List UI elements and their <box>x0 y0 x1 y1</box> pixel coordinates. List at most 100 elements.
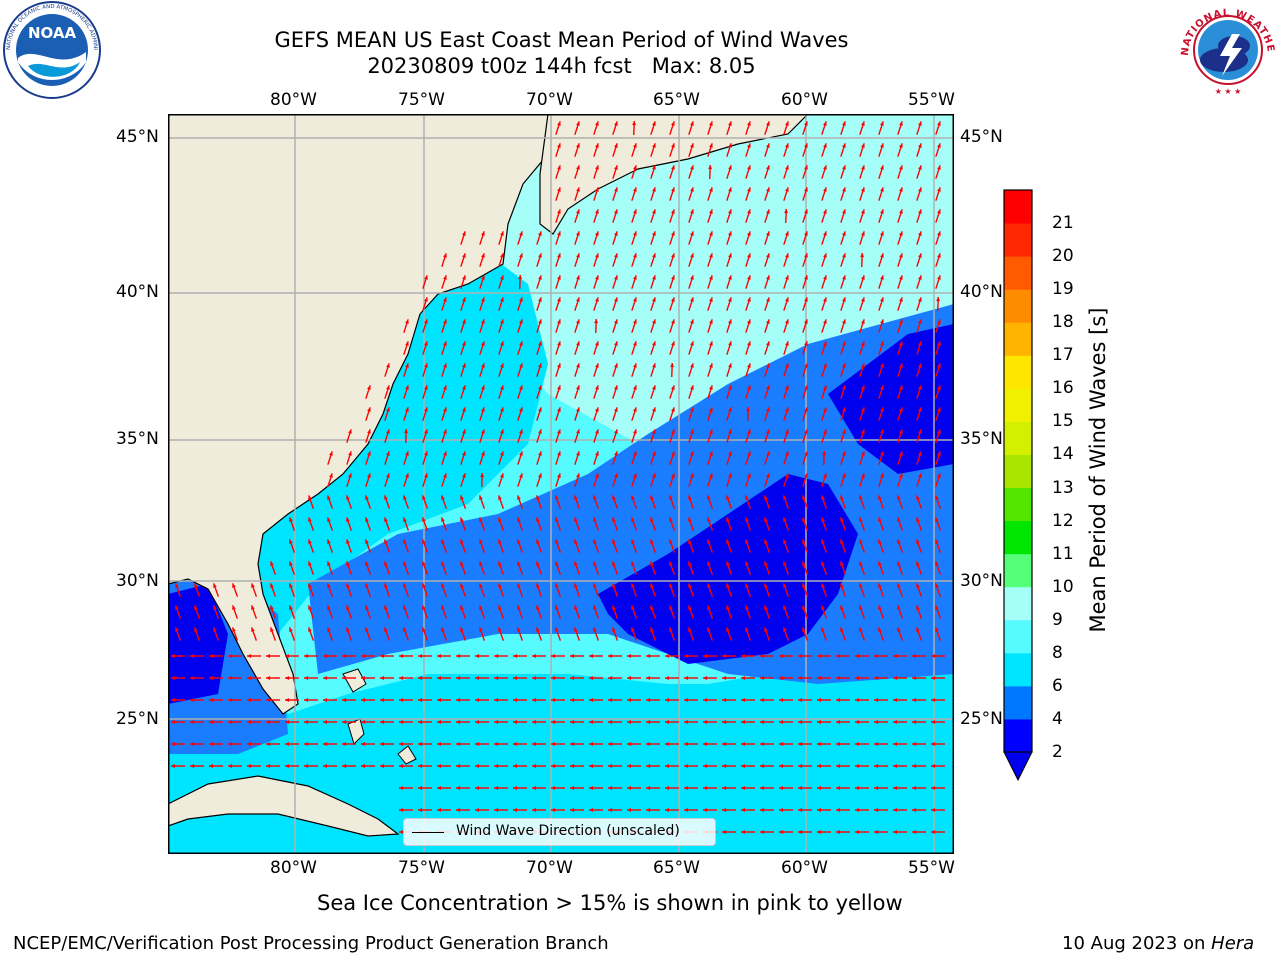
lat-label-right-45n: 45°N <box>960 127 1003 147</box>
wave-arrow-head <box>518 275 523 280</box>
wave-arrow-head <box>456 720 461 724</box>
wave-arrow-head <box>285 720 290 724</box>
wave-arrow-head <box>836 830 841 834</box>
wave-arrow-head <box>403 583 407 588</box>
map-panel <box>168 114 954 854</box>
wave-arrow-head <box>709 319 713 324</box>
map-frame <box>168 114 954 854</box>
wave-arrow-head <box>481 341 485 346</box>
wave-arrow-head <box>462 407 466 412</box>
wave-arrow-head <box>766 143 770 148</box>
wave-arrow-head <box>247 676 252 680</box>
wave-arrow-head <box>861 451 865 456</box>
wave-arrow-head <box>595 121 599 126</box>
wave-arrow-head <box>646 698 651 702</box>
colorbar-tick-label: 17 <box>1052 345 1074 366</box>
wave-arrow-head <box>728 253 732 258</box>
wave-arrow-head <box>745 583 749 588</box>
wave-arrow-head <box>726 495 730 500</box>
wave-arrow-head <box>931 654 936 658</box>
wave-arrow-head <box>304 720 309 724</box>
wave-arrow-head <box>479 561 483 566</box>
wave-arrow-head <box>346 517 350 522</box>
wave-arrow-head <box>536 583 540 588</box>
wave-arrow-head <box>513 808 518 812</box>
wave-arrow-head <box>405 451 409 456</box>
wave-arrow-head <box>764 539 768 544</box>
wave-arrow-head <box>308 627 312 632</box>
wave-arrow-head <box>836 676 841 680</box>
wave-arrow-head <box>855 654 860 658</box>
wave-arrow-head <box>348 473 352 478</box>
wave-arrow-head <box>441 539 445 544</box>
branch-credit: NCEP/EMC/Verification Post Processing Pr… <box>13 933 609 954</box>
wave-arrow-head <box>405 407 409 412</box>
wave-arrow-head <box>855 830 860 834</box>
wave-arrow-head <box>213 583 217 588</box>
wave-arrow-head <box>498 495 502 500</box>
wave-arrow-head <box>633 407 637 412</box>
wave-arrow-head <box>722 676 727 680</box>
wave-arrow-head <box>367 473 371 478</box>
wave-arrow-head <box>475 742 480 746</box>
wave-core-dark-2 <box>828 324 954 474</box>
wave-arrow-head <box>456 742 461 746</box>
colorbar-segment <box>1004 553 1032 588</box>
wave-arrow-head <box>456 786 461 790</box>
wave-arrow-head <box>494 698 499 702</box>
wave-arrow-head <box>840 583 844 588</box>
wave-arrow-head <box>367 407 371 412</box>
wave-arrow-head <box>365 627 369 632</box>
wave-arrow-head <box>652 297 656 302</box>
wave-arrow-head <box>323 676 328 680</box>
wave-arrow-head <box>937 143 941 148</box>
wave-arrow-head <box>443 341 447 346</box>
wave-arrow-head <box>688 605 692 610</box>
wave-arrow-head <box>424 319 428 324</box>
lat-label-right-25n: 25°N <box>960 709 1003 729</box>
wave-arrow-head <box>633 165 637 170</box>
wave-arrow-head <box>880 319 884 324</box>
wave-arrow-head <box>821 495 825 500</box>
wave-arrow-head <box>424 275 428 280</box>
wave-arrow-head <box>726 517 730 522</box>
legend-label: Wind Wave Direction (unscaled) <box>456 823 680 839</box>
wave-arrow-head <box>703 786 708 790</box>
wave-arrow-head <box>842 275 846 280</box>
wave-arrow-head <box>918 429 922 434</box>
wave-arrow-head <box>589 786 594 790</box>
wave-arrow-head <box>745 605 749 610</box>
wave-arrow-head <box>519 451 523 456</box>
wave-arrow-head <box>462 385 466 390</box>
wave-arrow-head <box>285 698 290 702</box>
wave-arrow-head <box>422 517 426 522</box>
wave-arrow-head <box>576 429 580 434</box>
colorbar-segment <box>1004 355 1032 389</box>
wave-arrow-head <box>342 676 347 680</box>
wave-arrow-head <box>741 742 746 746</box>
wave-arrow-head <box>342 720 347 724</box>
wave-arrow-head <box>500 253 504 258</box>
wave-arrow-head <box>931 720 936 724</box>
wave-arrow-head <box>570 808 575 812</box>
wave-arrow-head <box>669 627 673 632</box>
wave-arrow-head <box>861 363 865 368</box>
wave-arrow-head <box>228 676 233 680</box>
noaa-logo: NOAA NATIONAL OCEANIC AND ATMOSPHERIC AD… <box>0 0 104 100</box>
wave-arrow-head <box>462 297 466 302</box>
wave-arrow-head <box>498 561 502 566</box>
run-date: 10 Aug 2023 on Hera <box>1062 933 1254 955</box>
wave-arrow-head <box>342 764 347 768</box>
wave-arrow-head <box>821 583 825 588</box>
wave-arrow-head <box>859 627 863 632</box>
wave-arrow-head <box>918 385 922 390</box>
wave-arrow-head <box>327 561 331 566</box>
wave-arrow-head <box>709 209 713 214</box>
wave-arrow-head <box>874 742 879 746</box>
wave-arrow-head <box>785 385 789 390</box>
wave-arrow-head <box>703 742 708 746</box>
wave-arrow-head <box>479 495 483 500</box>
wave-arrow-head <box>456 654 461 658</box>
wave-arrow-head <box>437 698 442 702</box>
wave-arrow-head <box>555 517 559 522</box>
